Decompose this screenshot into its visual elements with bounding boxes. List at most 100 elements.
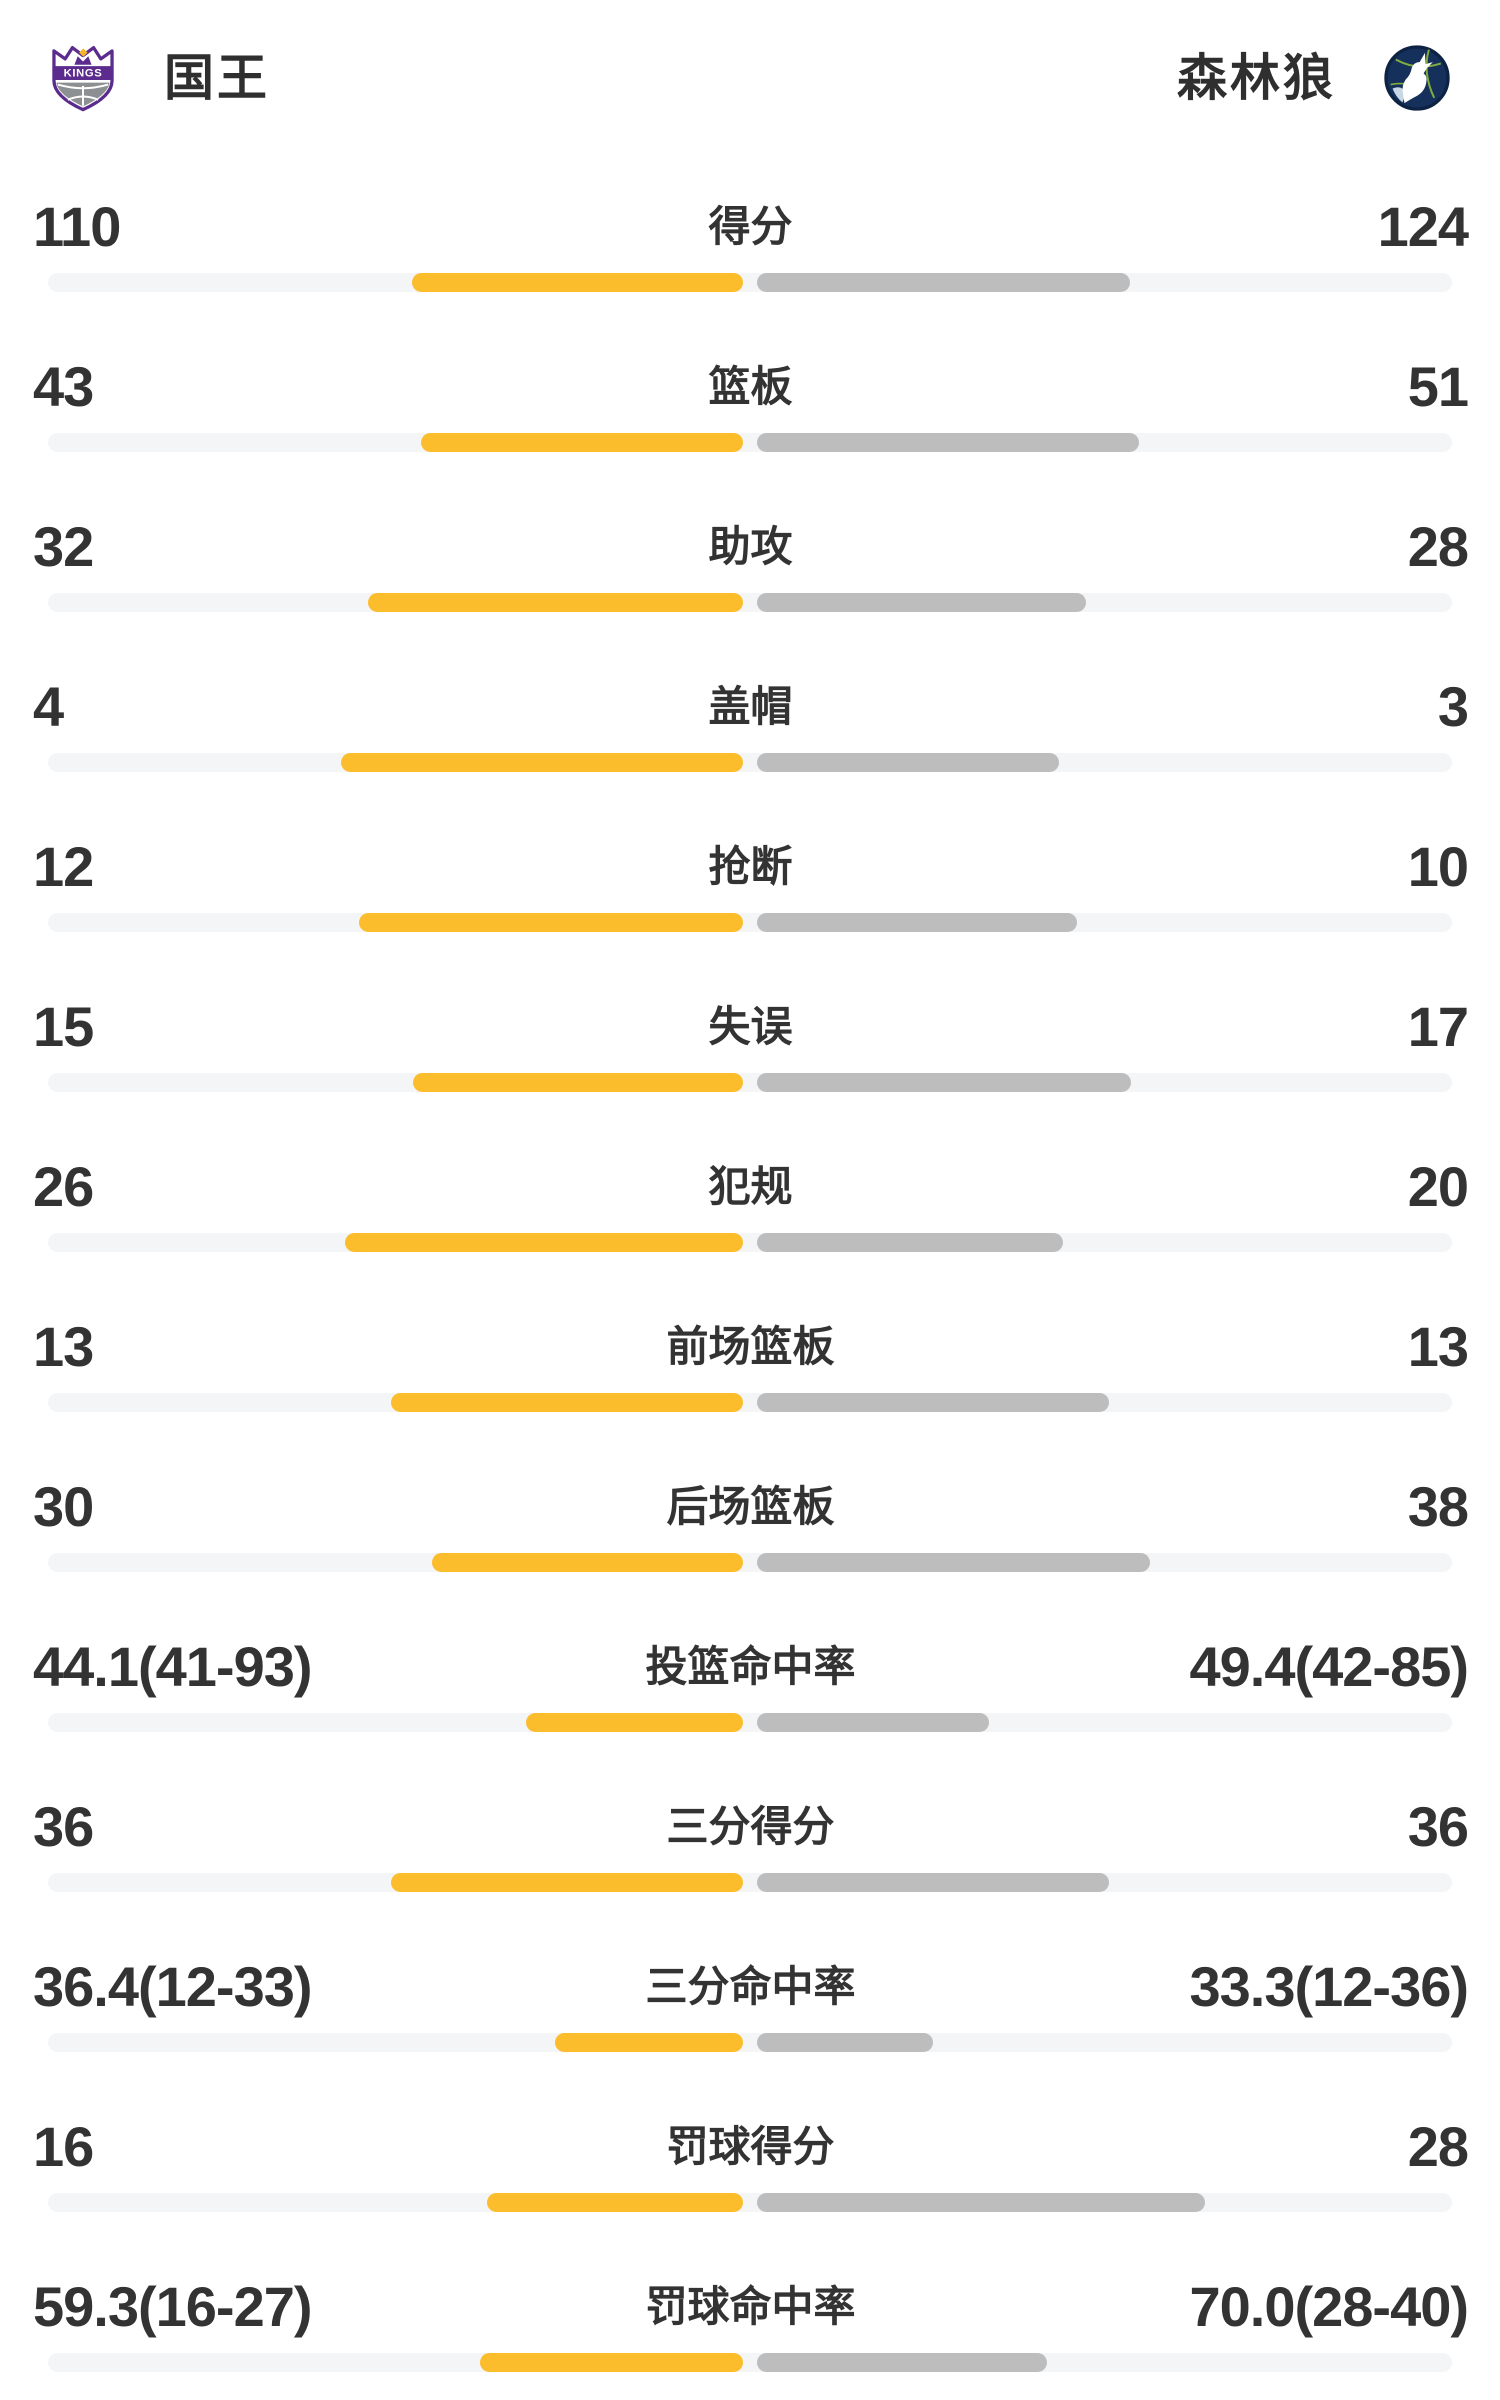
stat-bar-right [757, 1073, 1131, 1092]
stat-bar-track [48, 1713, 1452, 1732]
stat-bar-right [757, 1873, 1109, 1892]
stat-row: 32 助攻 28 [0, 510, 1500, 670]
stat-left-value: 13 [33, 1315, 94, 1378]
stat-bar-right [757, 753, 1059, 772]
stat-right-value: 10 [1407, 835, 1469, 898]
stat-bar-track [48, 1233, 1452, 1252]
stat-right-value: 49.4(42-85) [1189, 1635, 1470, 1698]
stat-row: 26 犯规 20 [0, 1150, 1500, 1310]
stat-row: 30 后场篮板 38 [0, 1470, 1500, 1630]
stat-row: 36.4(12-33) 三分命中率 33.3(12-36) [0, 1950, 1500, 2110]
stat-row: 15 失误 17 [0, 990, 1500, 1150]
stat-right-value: 28 [1407, 515, 1469, 578]
stat-label: 后场篮板 [666, 1483, 835, 1530]
stat-bar-right [757, 1553, 1150, 1572]
stat-right-value: 3 [1437, 675, 1469, 738]
stat-bar-track [48, 913, 1452, 932]
stat-bar-track [48, 1873, 1452, 1892]
stat-row-texts: 32 助攻 28 [33, 510, 1469, 584]
stat-bar-left [555, 2033, 743, 2052]
stat-label: 篮板 [708, 363, 793, 410]
stat-bar-right [757, 2353, 1047, 2372]
stat-bar-track [48, 1073, 1452, 1092]
stat-left-value: 4 [33, 675, 64, 738]
stat-row-texts: 110 得分 124 [33, 190, 1469, 264]
stat-row: 12 抢断 10 [0, 830, 1500, 990]
stat-right-value: 17 [1407, 995, 1469, 1058]
stat-bar-track [48, 1553, 1452, 1572]
stat-row: 36 三分得分 36 [0, 1790, 1500, 1950]
team-right-name: 森林狼 [1177, 50, 1336, 106]
stat-label: 三分得分 [666, 1803, 835, 1850]
stat-bar-track [48, 273, 1452, 292]
timberwolves-logo-icon [1384, 45, 1450, 111]
stat-row-texts: 16 罚球得分 28 [33, 2110, 1469, 2184]
stat-row: 44.1(41-93) 投篮命中率 49.4(42-85) [0, 1630, 1500, 1790]
stat-right-value: 124 [1377, 195, 1469, 258]
stat-row: 4 盖帽 3 [0, 670, 1500, 830]
stat-row-texts: 13 前场篮板 13 [33, 1310, 1469, 1384]
stat-bar-track [48, 2353, 1452, 2372]
stat-bar-track [48, 753, 1452, 772]
stat-label: 盖帽 [708, 683, 793, 730]
stat-right-value: 51 [1407, 355, 1469, 418]
stat-left-value: 43 [33, 355, 94, 418]
header: KINGS 国王 森林狼 [50, 40, 1450, 116]
stat-row: 110 得分 124 [0, 190, 1500, 350]
stat-right-value: 33.3(12-36) [1189, 1955, 1470, 2018]
stat-bar-track [48, 2033, 1452, 2052]
stat-bar-right [757, 433, 1139, 452]
team-right: 森林狼 [1177, 45, 1450, 111]
stat-right-value: 70.0(28-40) [1189, 2275, 1470, 2338]
stat-left-value: 32 [33, 515, 94, 578]
stat-label: 三分命中率 [645, 1963, 856, 2010]
stat-row-texts: 36 三分得分 36 [33, 1790, 1469, 1864]
stat-right-value: 28 [1407, 2115, 1469, 2178]
stat-row-texts: 30 后场篮板 38 [33, 1470, 1469, 1544]
stat-bar-left [368, 593, 743, 612]
stat-right-value: 20 [1407, 1155, 1469, 1218]
stat-left-value: 12 [33, 835, 94, 898]
stat-row-texts: 59.3(16-27) 罚球命中率 70.0(28-40) [33, 2270, 1470, 2344]
stat-row: 16 罚球得分 28 [0, 2110, 1500, 2270]
stat-row-texts: 43 篮板 51 [33, 350, 1469, 424]
stat-left-value: 15 [33, 995, 94, 1058]
stat-right-value: 13 [1407, 1315, 1469, 1378]
stat-bar-right [757, 1233, 1063, 1252]
stat-row-texts: 4 盖帽 3 [33, 670, 1469, 744]
stat-bar-left [412, 273, 743, 292]
stat-left-value: 26 [33, 1155, 94, 1218]
stat-bar-left [391, 1873, 743, 1892]
team-left-name: 国王 [164, 50, 270, 106]
stat-bar-left [413, 1073, 743, 1092]
stat-bar-right [757, 2033, 933, 2052]
stat-label: 前场篮板 [666, 1323, 835, 1370]
stat-bar-left [432, 1553, 743, 1572]
stat-bar-left [526, 1713, 743, 1732]
stat-left-value: 59.3(16-27) [33, 2275, 313, 2338]
stat-bar-left [480, 2353, 743, 2372]
stat-right-value: 36 [1407, 1795, 1469, 1858]
kings-logo-icon: KINGS [50, 42, 116, 114]
stat-left-value: 30 [33, 1475, 94, 1538]
stat-label: 罚球命中率 [645, 2283, 856, 2330]
stat-row: 59.3(16-27) 罚球命中率 70.0(28-40) [0, 2270, 1500, 2400]
stat-label: 得分 [708, 203, 793, 250]
stat-bar-track [48, 1393, 1452, 1412]
stat-bar-left [421, 433, 743, 452]
stat-bar-track [48, 593, 1452, 612]
stat-bar-right [757, 1393, 1109, 1412]
stat-row-texts: 26 犯规 20 [33, 1150, 1469, 1224]
stat-bar-right [757, 593, 1086, 612]
stat-left-value: 110 [33, 195, 121, 258]
stat-row-texts: 12 抢断 10 [33, 830, 1469, 904]
stat-bar-right [757, 1713, 989, 1732]
stat-row-texts: 44.1(41-93) 投篮命中率 49.4(42-85) [33, 1630, 1470, 1704]
stat-label: 罚球得分 [666, 2123, 835, 2170]
stat-row-texts: 36.4(12-33) 三分命中率 33.3(12-36) [33, 1950, 1470, 2024]
stat-right-value: 38 [1407, 1475, 1469, 1538]
stat-left-value: 36.4(12-33) [33, 1955, 313, 2018]
stat-bar-right [757, 913, 1077, 932]
stat-bar-left [391, 1393, 743, 1412]
